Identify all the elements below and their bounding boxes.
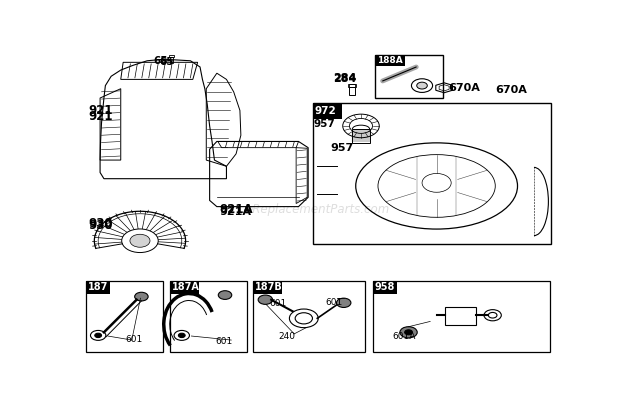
Circle shape [95, 333, 102, 338]
Bar [254, 281, 282, 293]
Bar [313, 103, 342, 119]
Bar [86, 281, 110, 293]
Text: 601: 601 [325, 298, 342, 307]
Bar [348, 84, 356, 87]
Bar [313, 103, 551, 244]
Text: 921A: 921A [219, 203, 253, 216]
Bar [376, 54, 405, 66]
Text: 188A: 188A [378, 56, 403, 65]
Text: 670A: 670A [448, 83, 480, 93]
Text: 65: 65 [153, 56, 168, 66]
Bar [170, 57, 173, 63]
Text: 240: 240 [278, 332, 295, 341]
Bar [445, 307, 476, 324]
Circle shape [179, 333, 185, 338]
Text: 930: 930 [88, 219, 113, 232]
Circle shape [290, 309, 318, 328]
Bar [169, 55, 174, 57]
Bar [373, 281, 551, 353]
Bar [349, 87, 355, 95]
Bar [373, 281, 397, 293]
Text: 187A: 187A [172, 282, 200, 292]
Text: 601A: 601A [393, 332, 416, 341]
Bar [348, 84, 355, 87]
Text: eReplacementParts.com: eReplacementParts.com [246, 203, 390, 216]
Bar [86, 281, 163, 353]
Text: 284: 284 [333, 73, 356, 83]
Text: 284: 284 [334, 75, 357, 84]
Circle shape [405, 330, 412, 335]
Text: 187B: 187B [255, 282, 283, 292]
Bar [376, 54, 443, 98]
Text: 65: 65 [159, 57, 174, 67]
Circle shape [400, 327, 417, 338]
Circle shape [417, 82, 427, 89]
Text: 601: 601 [125, 335, 143, 344]
Text: 921: 921 [88, 110, 113, 123]
Circle shape [337, 298, 351, 307]
Text: 958: 958 [374, 282, 395, 292]
Text: 957: 957 [314, 119, 335, 129]
Text: 670A: 670A [495, 85, 528, 95]
Bar [352, 129, 370, 143]
Bar [170, 281, 198, 293]
Text: 187: 187 [88, 282, 108, 292]
Bar [254, 281, 365, 353]
Bar [170, 281, 247, 353]
Circle shape [412, 79, 433, 92]
Text: 921A: 921A [219, 207, 251, 217]
Circle shape [218, 291, 232, 299]
Circle shape [122, 229, 158, 253]
Circle shape [258, 295, 273, 304]
Text: 972: 972 [315, 106, 337, 116]
Text: 601: 601 [215, 337, 232, 345]
Text: 921: 921 [88, 104, 113, 117]
Circle shape [130, 234, 150, 247]
Circle shape [135, 292, 148, 301]
Text: 957: 957 [330, 143, 353, 153]
Text: 601: 601 [269, 299, 286, 308]
Text: 930: 930 [88, 217, 113, 230]
